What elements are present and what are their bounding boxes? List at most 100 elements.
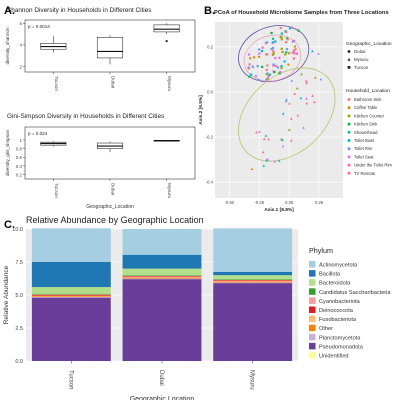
sample-point-mysuru <box>258 130 261 133</box>
bar-segment-bacillota <box>213 271 293 276</box>
legend-label-phylum: Pseudomonadota <box>319 344 364 350</box>
bar-segment-candidatus-saccharibacteria <box>31 293 111 295</box>
sample-point-tucson <box>272 52 275 55</box>
panel-c-letter: C. <box>4 219 15 231</box>
y-tick-label: 0.2 <box>16 172 23 177</box>
bar-segment-other <box>122 277 202 279</box>
x-axis-label: Geographic_Location <box>86 204 134 210</box>
sample-point-mysuru <box>295 86 299 90</box>
sample-point-tucson <box>274 64 278 68</box>
bar-segment-bacteroidota <box>31 287 111 294</box>
sample-point-dubai <box>283 60 286 63</box>
sample-point-mysuru <box>317 52 320 55</box>
x-tick-label: 0.25 <box>315 200 324 205</box>
sample-point-mysuru <box>305 97 308 100</box>
legend-key-phylum <box>309 306 316 313</box>
bar-segment-deinococcota <box>213 280 293 282</box>
y-tick-label: 2 <box>20 64 23 69</box>
legend-label-location: Mysuru <box>354 57 369 62</box>
legend-label-phylum: Unidentified <box>319 354 349 360</box>
y-tick-label: 0.8 <box>16 146 23 151</box>
y-tick-label: 0.0 <box>15 359 23 365</box>
legend-title-location: Geographic_Location <box>346 41 392 47</box>
bar-segment-other <box>31 296 111 297</box>
legend-title-household: Household_Location <box>346 88 390 94</box>
sample-point-dubai <box>284 41 288 44</box>
sample-point-tucson <box>270 31 273 35</box>
legend-key-phylum <box>309 288 316 295</box>
sample-point-tucson <box>249 57 252 60</box>
sample-point-dubai <box>276 66 280 69</box>
y-tick-label: -0.4 <box>206 180 214 185</box>
legend-label-household: Kitchen Counter <box>354 113 385 118</box>
sample-point-mysuru <box>288 102 291 105</box>
y-tick-label: 2.5 <box>15 326 23 332</box>
sample-point-tucson <box>272 50 275 53</box>
sample-point-dubai <box>280 66 283 70</box>
sample-point-tucson <box>291 26 294 29</box>
sample-point-mysuru <box>311 49 314 53</box>
legend-key-phylum <box>309 261 316 268</box>
sample-point-dubai <box>280 64 283 68</box>
x-tick-label: Dubai <box>111 183 116 195</box>
bar-segment-pseudomonadota <box>122 279 202 361</box>
bar-segment-fusobacteriota <box>213 281 293 282</box>
legend-label-household: Toilet Bowl <box>354 138 374 143</box>
sample-point-mysuru <box>262 137 266 141</box>
panel-a-letter: A. <box>4 5 15 17</box>
legend-key-phylum <box>309 270 316 277</box>
sample-point-mysuru <box>302 126 305 129</box>
sample-point-dubai <box>287 63 290 66</box>
sample-point-dubai <box>249 73 253 76</box>
x-tick-label: Mysuru <box>167 76 172 92</box>
sample-point-mysuru <box>304 79 308 83</box>
bar-segment-bacillota <box>31 262 111 288</box>
sample-point-mysuru <box>293 92 296 95</box>
sample-point-dubai <box>271 46 275 50</box>
legend-label-location: Tucson <box>354 65 369 70</box>
bar-segment-bacteroidota <box>213 275 293 280</box>
legend-key-household <box>347 130 351 134</box>
sample-point-mysuru <box>262 164 266 167</box>
sample-point-mysuru <box>277 159 281 162</box>
sample-point-dubai <box>278 56 281 60</box>
sample-point-mysuru <box>261 150 265 154</box>
sample-point-dubai <box>257 55 261 59</box>
legend-key-phylum <box>309 333 316 341</box>
sample-point-tucson <box>297 29 300 32</box>
x-tick-label: 0.00 <box>285 200 294 205</box>
bar-segment-bacillota <box>122 254 202 269</box>
sample-point-tucson <box>274 56 277 60</box>
sample-point-mysuru <box>266 157 270 161</box>
legend-label-phylum: Bacillota <box>319 272 341 278</box>
sample-point-tucson <box>281 50 284 54</box>
legend-key-phylum <box>309 297 316 304</box>
legend-label-household: Toilet Rim <box>354 146 373 151</box>
sample-point-tucson <box>280 47 283 50</box>
sample-point-tucson <box>253 56 256 59</box>
x-tick-label: Tucson <box>54 76 59 91</box>
sample-point-dubai <box>254 74 258 78</box>
sample-point-dubai <box>293 45 297 48</box>
sample-point-tucson <box>265 73 268 76</box>
outlier-point <box>165 40 168 43</box>
sample-point-tucson <box>274 40 277 43</box>
box-dubai <box>96 37 124 59</box>
y-tick-label: 5.0 <box>15 293 23 299</box>
sample-point-tucson <box>261 46 264 49</box>
y-tick-label: 6 <box>20 21 23 26</box>
sample-point-dubai <box>280 38 284 41</box>
legend-label-household: Under the Toilet Rim <box>354 163 392 168</box>
sample-point-dubai <box>266 53 269 56</box>
sample-point-dubai <box>267 75 270 79</box>
sample-point-tucson <box>287 52 291 55</box>
bar-segment-other <box>213 281 293 283</box>
legend-label-household: Kitchen Sink <box>354 122 378 127</box>
bar-segment-actinomycetota <box>122 229 202 255</box>
pcoa-scatter: PCoA of Household Microbiome Samples fro… <box>198 10 392 213</box>
bar-segment-planctomycetota <box>213 282 293 284</box>
chart-title: Shannon Diversity in Households in Diffe… <box>7 7 151 14</box>
bar-segment-cyanobacteriota <box>31 294 111 295</box>
legend-key-household <box>347 98 351 101</box>
ellipse-tucson <box>238 25 310 83</box>
